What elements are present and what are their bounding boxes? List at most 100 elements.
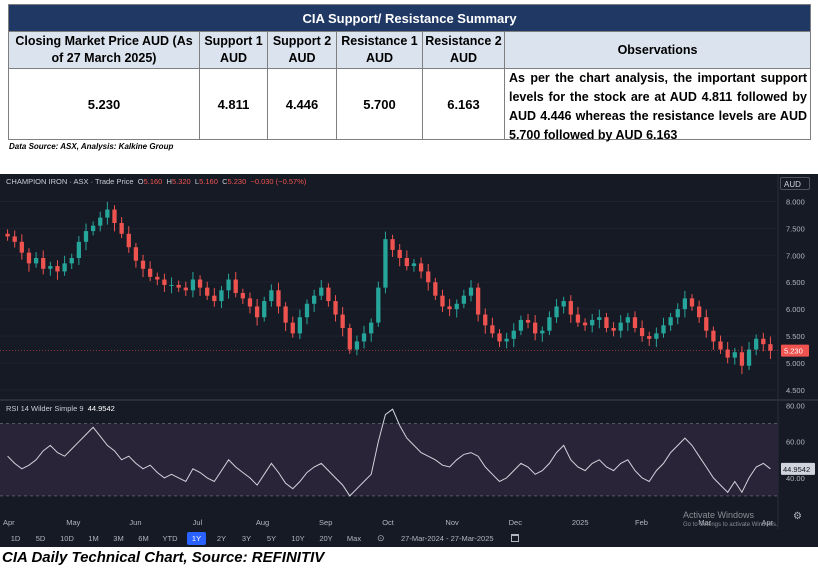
timeframe-ytd[interactable]: YTD <box>162 534 178 543</box>
value-resistance-1: 5.700 <box>336 68 423 140</box>
chart-canvas[interactable]: 8.000 7.500 7.000 6.500 6.000 5.500 5.000 4.500… <box>0 174 818 547</box>
candle-body <box>376 287 381 323</box>
candle-body <box>597 317 602 320</box>
rsi-last-label: 44.9542 <box>783 465 810 474</box>
timeframe-2y[interactable]: 2Y <box>216 534 227 543</box>
timeframe-5d[interactable]: 5D <box>35 534 46 543</box>
candle-body <box>689 298 695 307</box>
candle-body <box>697 306 702 318</box>
candle-body <box>319 287 324 296</box>
last-price-tag <box>781 344 809 357</box>
candle-body <box>269 290 274 302</box>
x-tick-label: Jun <box>129 518 141 527</box>
header-support-2: Support 2 AUD <box>267 31 337 69</box>
candle-body <box>704 317 709 331</box>
timeframe-3m[interactable]: 3M <box>113 534 124 543</box>
candle-body <box>682 298 688 310</box>
timeframe-toolbar: 1D 5D 10D 1M 3M 6M YTD 1Y 2Y 3Y 5Y 10Y 20Y Max ⊙ 27-M… <box>0 529 818 547</box>
price-tick-label: 7.500 <box>786 224 805 233</box>
candle-body <box>397 249 402 258</box>
timeframe-10y[interactable]: 10Y <box>291 534 305 543</box>
x-tick-label: Sep <box>319 518 332 527</box>
compare-icon[interactable]: ⊙ <box>377 533 385 543</box>
candle-body <box>746 349 752 366</box>
candle-body <box>254 306 260 318</box>
candle-body <box>190 279 196 291</box>
candle-body <box>83 231 89 242</box>
candle-body <box>262 301 267 318</box>
timeframe-1y[interactable]: 1Y <box>187 532 206 545</box>
candle-body <box>390 239 395 250</box>
candle-body <box>183 287 188 291</box>
candle-body <box>433 282 438 296</box>
calendar-icon[interactable] <box>511 534 519 542</box>
x-tick-label: Mar <box>698 518 711 527</box>
candle-body <box>26 252 32 264</box>
candle-body <box>718 341 723 350</box>
open-label: O <box>137 177 144 186</box>
rsi-legend: RSI 14 Wilder Simple 9 44.9542 <box>6 404 115 413</box>
candle-body <box>226 279 231 291</box>
support-resistance-table: CIA Support/ Resistance Summary Closing … <box>7 4 812 142</box>
currency-selector[interactable]: AUD <box>780 177 810 190</box>
x-tick-label: Aug <box>256 518 269 527</box>
timeframe-1d[interactable]: 1D <box>10 534 21 543</box>
candle-body <box>504 338 509 342</box>
candle-body <box>383 239 388 288</box>
candle-body <box>490 325 495 334</box>
candle-body <box>411 263 417 267</box>
candle-body <box>632 317 638 328</box>
rsi-last-tag <box>781 462 815 475</box>
x-tick-label: Apr <box>761 518 773 527</box>
candle-body <box>361 333 367 342</box>
candle-body <box>98 217 103 226</box>
candle-body <box>426 271 431 283</box>
timeframe-3y[interactable]: 3Y <box>241 534 252 543</box>
header-support-1: Support 1 AUD <box>199 31 268 69</box>
observations-text: As per the chart analysis, the important… <box>505 68 811 142</box>
date-range[interactable]: 27-Mar-2024 - 27-Mar-2025 <box>401 534 494 543</box>
candle-body <box>761 338 766 345</box>
chart-caption: CIA Daily Technical Chart, Source: REFIN… <box>2 549 325 566</box>
high-value: 5.320 <box>171 177 191 186</box>
table-title: CIA Support/ Resistance Summary <box>7 4 812 32</box>
gear-icon[interactable]: ⚙ <box>793 511 802 522</box>
candle-body <box>340 314 345 328</box>
rsi-label: RSI 14 Wilder Simple 9 <box>6 404 84 413</box>
candle-body <box>333 301 338 315</box>
timeframe-10d[interactable]: 10D <box>60 534 74 543</box>
rsi-band <box>0 423 778 496</box>
timeframe-6m[interactable]: 6M <box>138 534 149 543</box>
value-support-2: 4.446 <box>267 68 337 140</box>
candle-body <box>354 341 360 350</box>
candle-body <box>533 322 538 334</box>
candle-body <box>454 303 459 310</box>
candle-body <box>119 223 124 234</box>
price-legend: CHAMPION IRON · ASX · Trade Price O5.160… <box>6 177 306 186</box>
candle-body <box>33 258 39 264</box>
candle-body <box>447 306 452 310</box>
candle-body <box>654 333 659 339</box>
candle-body <box>668 317 673 326</box>
timeframe-max[interactable]: Max <box>346 534 362 543</box>
technical-chart[interactable]: 8.000 7.500 7.000 6.500 6.000 5.500 5.000 4.500… <box>0 174 818 547</box>
candle-body <box>233 279 238 293</box>
candle-body <box>276 290 281 307</box>
candle-body <box>754 338 759 350</box>
timeframe-5y[interactable]: 5Y <box>266 534 277 543</box>
candlestick-series <box>5 202 773 375</box>
candle-body <box>219 290 224 302</box>
candle-body <box>661 325 666 334</box>
candle-body <box>205 287 210 296</box>
open-value: 5.160 <box>143 177 163 186</box>
candle-body <box>140 260 146 269</box>
timeframe-20y[interactable]: 20Y <box>319 534 333 543</box>
candle-body <box>639 328 645 337</box>
header-closing-price: Closing Market Price AUD (As of 27 March… <box>8 31 200 69</box>
candle-body <box>90 225 96 232</box>
value-closing-price: 5.230 <box>8 68 200 140</box>
timeframe-1m[interactable]: 1M <box>88 534 99 543</box>
candle-body <box>126 233 131 248</box>
close-value: 5.230 <box>227 177 247 186</box>
candle-body <box>69 258 74 264</box>
